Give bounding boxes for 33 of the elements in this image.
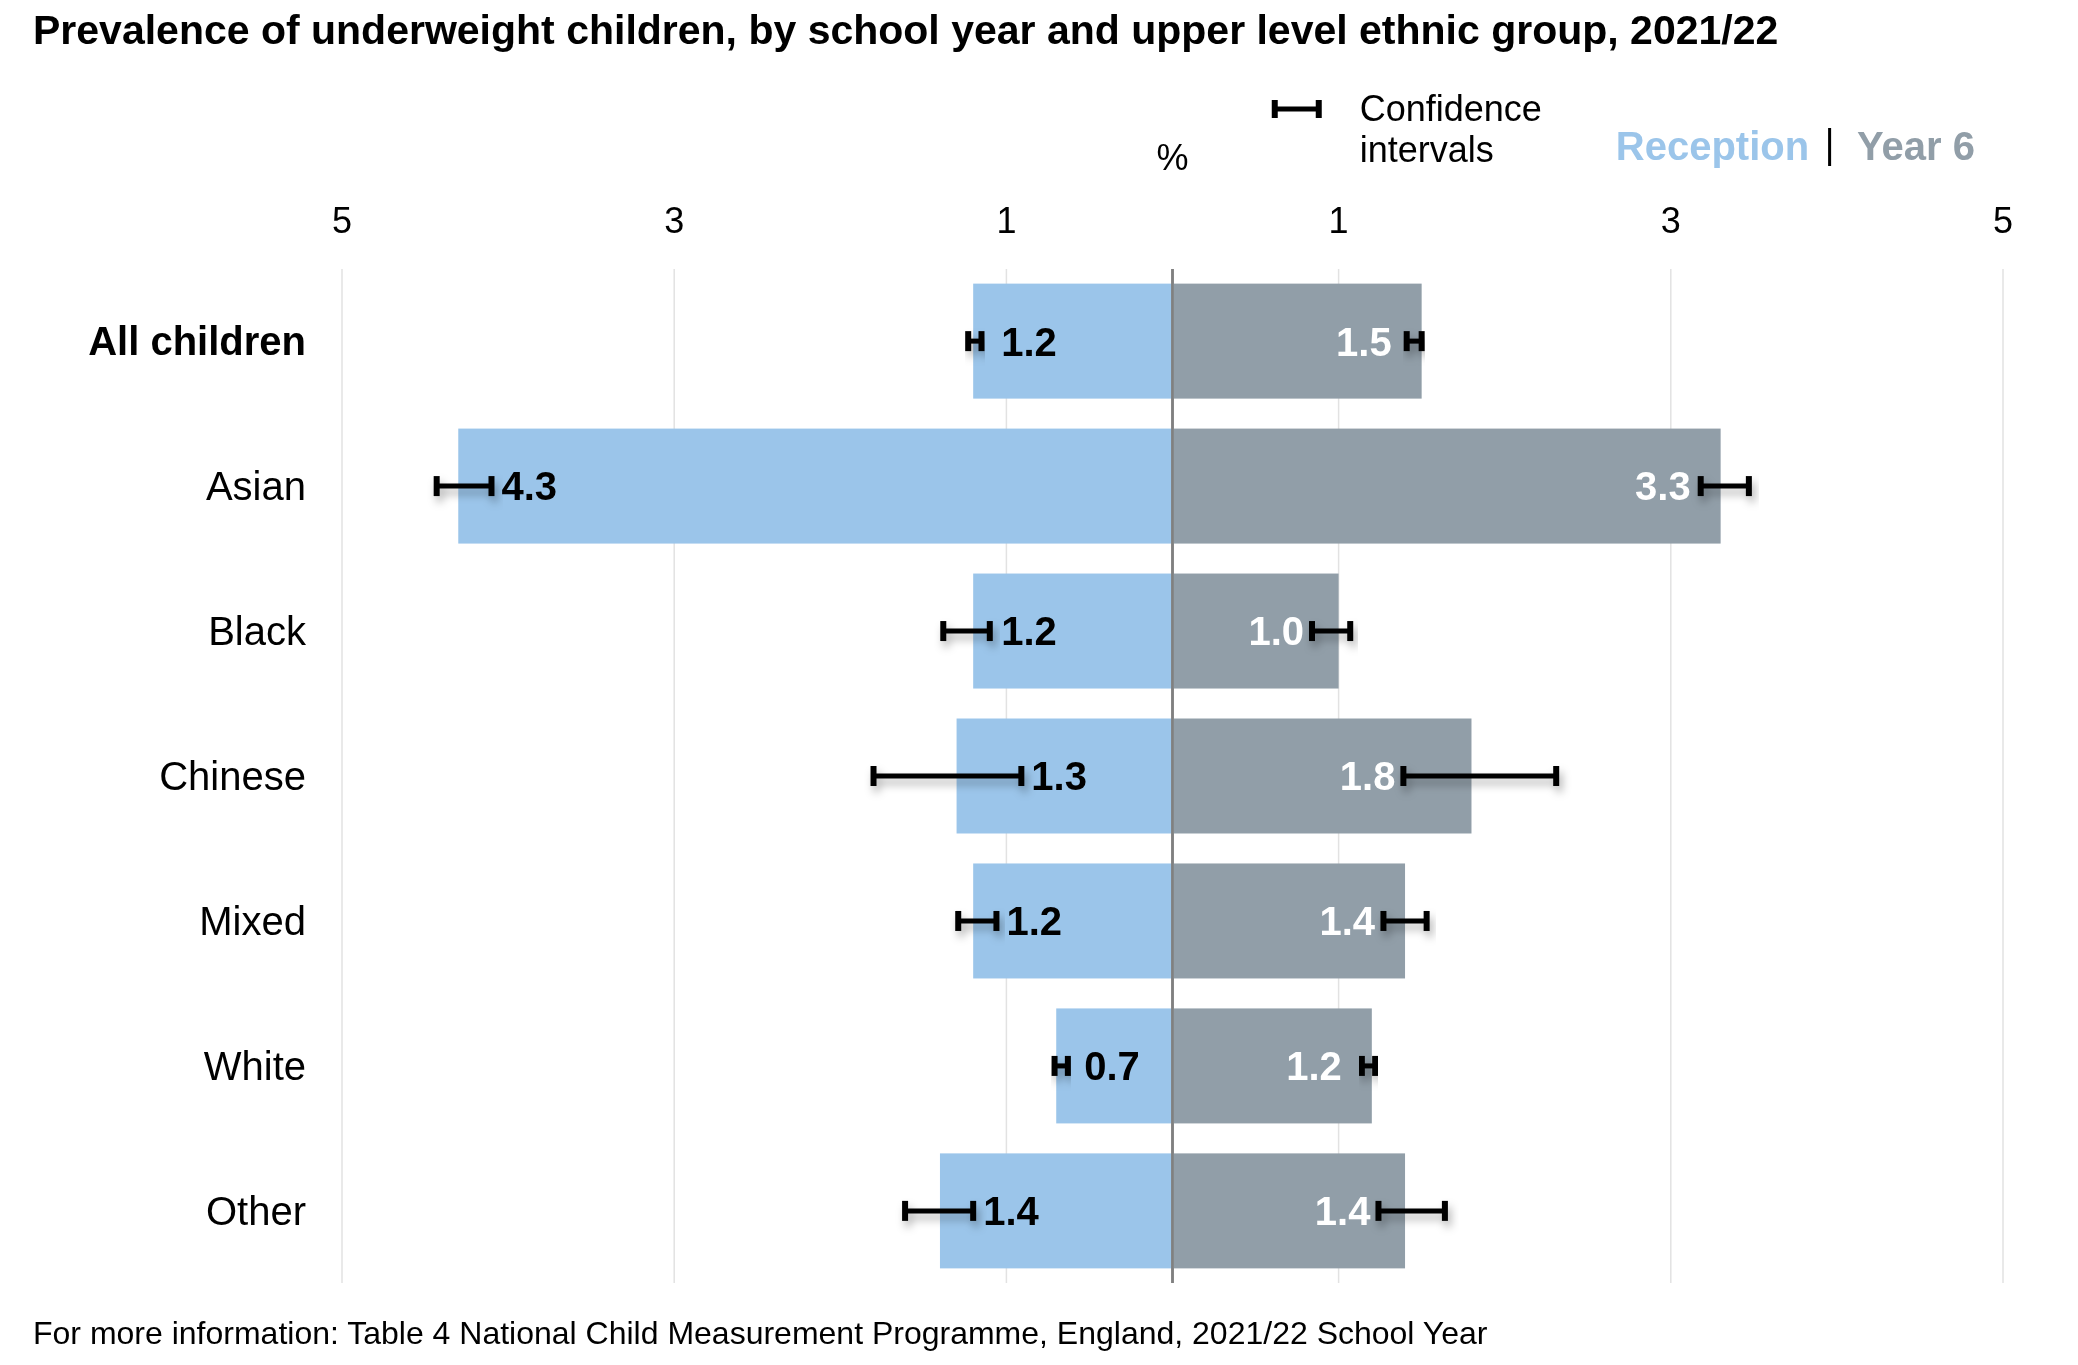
- x-tick-label: 5: [1992, 200, 2014, 241]
- y-tick-label: Mixed: [199, 898, 306, 943]
- x-tick-label: 3: [1660, 200, 1681, 241]
- data-label: 1.2: [1286, 1044, 1342, 1089]
- text: Year 6: [1857, 124, 1975, 168]
- data-label: 1.2: [1001, 319, 1057, 364]
- data-label: 1.8: [1339, 754, 1396, 799]
- data-label: 1.4: [1319, 899, 1376, 944]
- x-tick-label: 5: [331, 200, 353, 241]
- y-tick-label: Chinese: [159, 754, 306, 798]
- x-axis-title: %: [1156, 137, 1189, 178]
- data-label: 1.2: [1006, 899, 1063, 944]
- chart-title: Prevalence of underweight children, by school year and upper level ethnic group, 2021/22: [33, 7, 1779, 53]
- data-label: 1.4: [1314, 1189, 1372, 1234]
- y-tick-label: Other: [205, 1188, 306, 1233]
- y-tick-label: White: [203, 1043, 306, 1088]
- data-label: 1.3: [1031, 754, 1087, 799]
- data-label: 1.0: [1248, 609, 1305, 654]
- data-label: 4.3: [501, 464, 558, 509]
- text: Reception: [1615, 124, 1810, 168]
- text: Confidence intervals: [1359, 88, 1542, 170]
- y-tick-label: All children: [88, 319, 306, 364]
- x-tick-label: 1: [1328, 200, 1349, 241]
- y-tick-label: Asian: [205, 464, 306, 509]
- data-label: 1.5: [1336, 319, 1392, 364]
- data-label: 3.3: [1635, 464, 1691, 509]
- y-tick-label: Black: [208, 609, 307, 654]
- data-label: 1.4: [983, 1189, 1040, 1234]
- x-tick-label: 3: [664, 200, 685, 241]
- data-label: 0.7: [1084, 1044, 1140, 1089]
- data-label: 1.2: [1001, 609, 1057, 654]
- text: For more information: Table 4 National Child Measurement Programme, England, 2021/22 School Year: [33, 1315, 1488, 1351]
- x-tick-label: 1: [996, 200, 1017, 241]
